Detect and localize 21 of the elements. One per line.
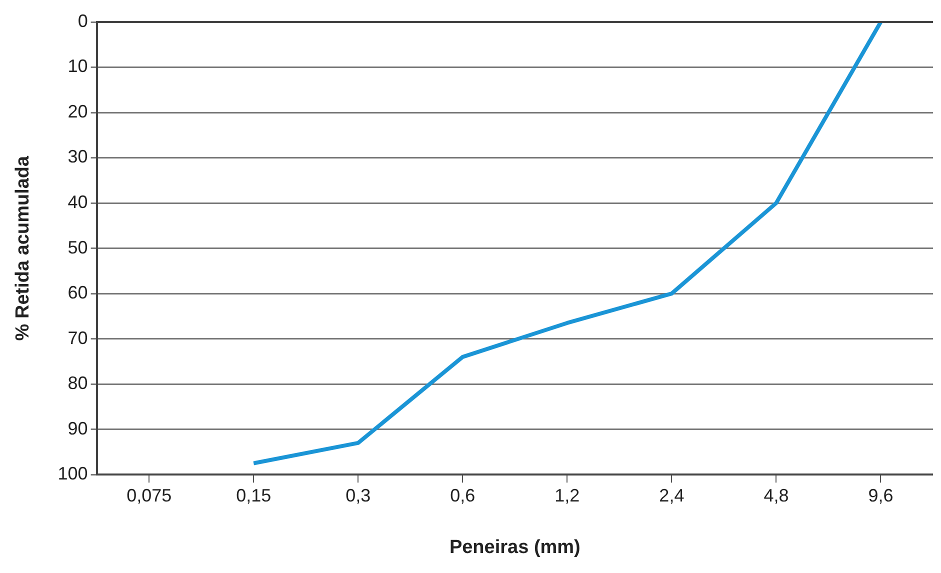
y-tick-label: 0: [78, 10, 88, 31]
y-tick-label: 70: [68, 328, 88, 348]
y-tick-label: 10: [68, 56, 88, 76]
y-tick-label: 60: [68, 282, 88, 303]
x-tick-label: 9,6: [868, 485, 894, 506]
y-tick-label: 80: [68, 373, 88, 394]
y-axis-title: % Retida acumulada: [12, 155, 34, 341]
y-tick-label: 100: [58, 464, 88, 484]
y-tick-label: 50: [68, 237, 88, 258]
x-tick-label: 0,15: [236, 485, 272, 506]
x-tick-label: 0,6: [450, 485, 476, 506]
x-tick-label: 4,8: [764, 485, 789, 506]
x-tick-label: 1,2: [554, 485, 580, 506]
x-tick-label: 0,075: [126, 485, 172, 506]
y-tick-label: 20: [68, 101, 88, 122]
y-tick-label: 40: [68, 192, 88, 212]
y-tick-label: 90: [68, 418, 88, 438]
x-tick-label: 0,3: [346, 485, 371, 506]
y-tick-label: 30: [68, 146, 88, 167]
x-axis-title: Peneiras (mm): [449, 536, 580, 558]
x-tick-label: 2,4: [659, 485, 684, 506]
